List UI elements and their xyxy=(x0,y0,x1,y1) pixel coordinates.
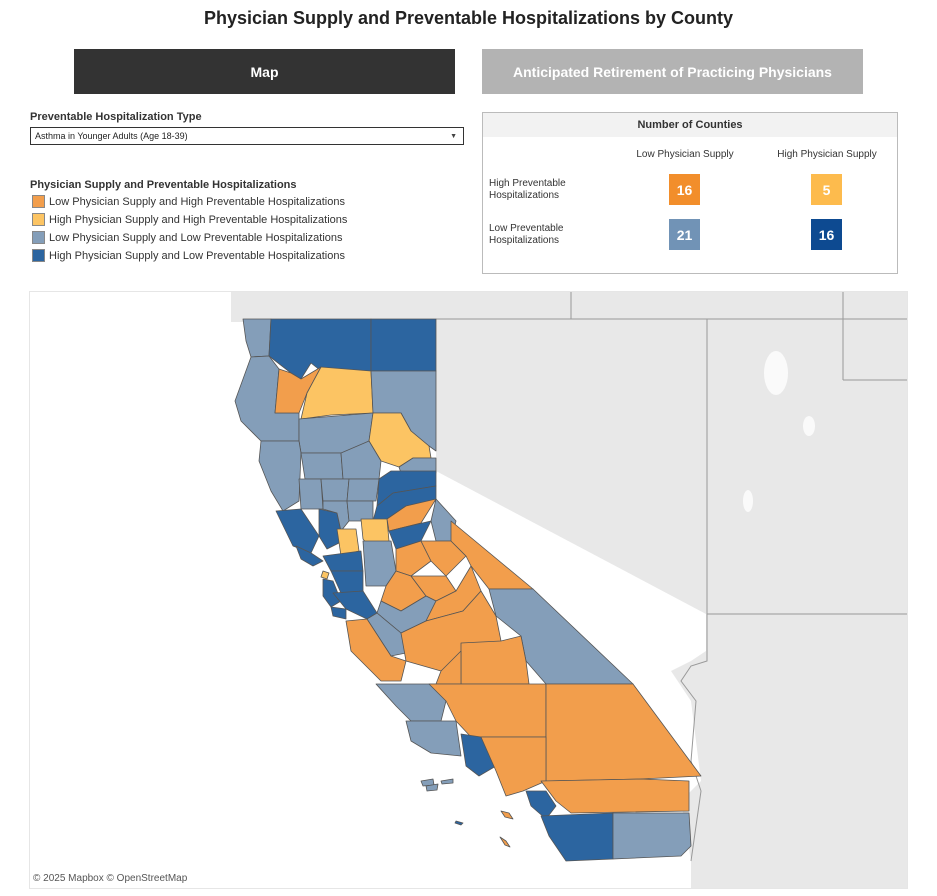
county-del-norte xyxy=(242,318,272,358)
county-los-angeles xyxy=(480,736,547,797)
county-san-bernardino xyxy=(545,683,702,782)
island-anacapa xyxy=(440,778,454,785)
legend-swatch xyxy=(32,249,45,262)
county-marin xyxy=(295,545,324,567)
column-header-high-supply: High Physician Supply xyxy=(777,149,877,160)
count-cell-high-supply-high-hosp[interactable]: 5 xyxy=(811,174,842,205)
legend-item-low-high[interactable]: Low Physician Supply and High Preventabl… xyxy=(32,195,345,208)
legend-label: High Physician Supply and High Preventab… xyxy=(49,213,348,226)
county-amador xyxy=(388,520,432,550)
county-yuba xyxy=(346,478,380,502)
row-header-high-hosp: High Preventable Hospitalizations xyxy=(489,178,566,201)
county-san-mateo xyxy=(322,578,342,608)
hospitalization-type-dropdown[interactable]: Asthma in Younger Adults (Age 18-39) ▼ xyxy=(30,127,464,145)
legend-item-high-high[interactable]: High Physician Supply and High Preventab… xyxy=(32,213,347,226)
county-inyo xyxy=(488,588,634,685)
county-sutter xyxy=(346,500,374,522)
legend-label: Low Physician Supply and Low Preventable… xyxy=(49,231,343,244)
california-county-map[interactable] xyxy=(29,291,908,889)
chevron-down-icon: ▼ xyxy=(450,132,457,140)
white-lakes xyxy=(743,351,815,512)
column-header-low-supply: Low Physician Supply xyxy=(636,149,734,160)
island-catalina xyxy=(500,810,514,820)
county-tuolumne xyxy=(420,540,467,577)
map-canvas[interactable] xyxy=(30,292,908,889)
county-san-francisco xyxy=(320,570,330,580)
county-sonoma xyxy=(275,508,320,554)
state-borders xyxy=(436,292,907,862)
tab-anticipated-retirement[interactable]: Anticipated Retirement of Practicing Phy… xyxy=(482,49,863,94)
legend-item-high-low[interactable]: High Physician Supply and Low Preventabl… xyxy=(32,249,345,262)
map-attribution[interactable]: © 2025 Mapbox © OpenStreetMap xyxy=(33,873,188,884)
county-lake xyxy=(298,478,324,510)
legend-swatch xyxy=(32,195,45,208)
county-fresno xyxy=(400,590,502,672)
county-santa-cruz xyxy=(330,606,347,620)
county-contra-costa xyxy=(322,550,364,572)
county-orange xyxy=(525,790,557,820)
legend-item-low-low[interactable]: Low Physician Supply and Low Preventable… xyxy=(32,231,343,244)
island-san-clemente xyxy=(499,836,511,848)
dropdown-value: Asthma in Younger Adults (Age 18-39) xyxy=(35,131,188,141)
count-cell-high-supply-low-hosp[interactable]: 16 xyxy=(811,219,842,250)
county-colusa xyxy=(320,478,350,502)
county-mendocino xyxy=(258,440,302,512)
county-monterey xyxy=(345,618,407,682)
count-cell-low-supply-low-hosp[interactable]: 21 xyxy=(669,219,700,250)
island-santa-rosa xyxy=(425,783,439,792)
legend-swatch xyxy=(32,231,45,244)
county-count-matrix: Number of Counties Low Physician Supply … xyxy=(482,112,898,274)
county-riverside xyxy=(540,778,690,814)
county-imperial xyxy=(612,812,692,860)
county-modoc xyxy=(370,318,437,372)
county-glenn xyxy=(300,452,344,480)
legend-label: High Physician Supply and Low Preventabl… xyxy=(49,249,345,262)
county-san-diego xyxy=(540,812,614,862)
filter-label: Preventable Hospitalization Type xyxy=(30,111,202,123)
tab-map[interactable]: Map xyxy=(74,49,455,94)
page-title: Physician Supply and Preventable Hospita… xyxy=(203,8,734,28)
island-san-nicolas xyxy=(454,820,464,826)
matrix-title: Number of Counties xyxy=(483,113,897,137)
basemap xyxy=(231,292,907,888)
legend-swatch xyxy=(32,213,45,226)
county-tulare xyxy=(460,635,530,685)
legend-label: Low Physician Supply and High Preventabl… xyxy=(49,195,345,208)
counties xyxy=(234,318,702,862)
county-calaveras xyxy=(395,540,432,577)
county-ventura xyxy=(460,733,497,777)
legend-title: Physician Supply and Preventable Hospita… xyxy=(30,179,297,191)
count-cell-low-supply-high-hosp[interactable]: 16 xyxy=(669,174,700,205)
row-header-low-hosp: Low Preventable Hospitalizations xyxy=(489,223,564,246)
county-santa-barbara xyxy=(405,720,462,757)
